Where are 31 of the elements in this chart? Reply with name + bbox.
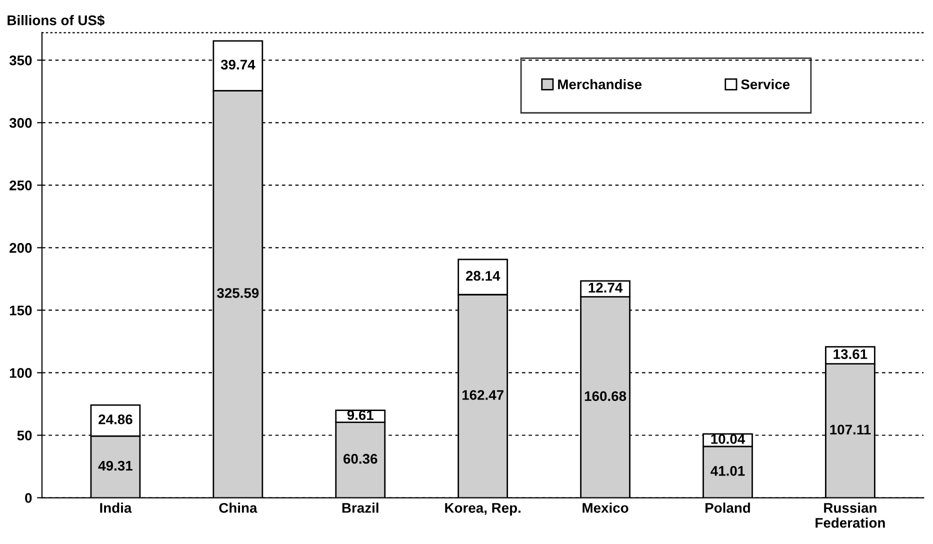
data-label: 160.68 (584, 391, 626, 402)
legend-label: Merchandise (558, 79, 642, 90)
x-tick-label: Brazil (342, 502, 378, 513)
y-tick-label: 250 (10, 180, 32, 190)
y-tick-label: 200 (10, 243, 32, 253)
data-label: 60.36 (344, 454, 378, 464)
data-label: 12.74 (588, 282, 623, 292)
y-tick-label: 0 (25, 493, 32, 503)
y-axis-title: Billions of US$ (8, 14, 105, 26)
x-tick-label: Russian Federation (816, 502, 885, 528)
x-tick-label: India (100, 502, 132, 513)
x-tick-label: Poland (706, 502, 750, 513)
data-label: 10.04 (711, 434, 746, 444)
data-label: 39.74 (220, 60, 256, 70)
x-tick-label: Korea, Rep. (445, 503, 520, 516)
x-tick-label: Mexico (582, 502, 628, 513)
data-label: 325.59 (216, 288, 259, 298)
legend-label: Service (741, 79, 790, 90)
data-label: 107.11 (830, 424, 871, 435)
y-tick-label: 50 (17, 430, 32, 440)
data-label: 162.47 (462, 390, 504, 400)
y-tick-label: 150 (10, 306, 32, 316)
data-label: 28.14 (466, 270, 500, 281)
y-tick-label: 350 (9, 55, 32, 66)
x-tick-label: China (219, 502, 258, 513)
data-label: 13.61 (834, 349, 868, 360)
data-label: 24.86 (98, 414, 132, 424)
y-tick-label: 300 (9, 118, 32, 128)
data-label: 49.31 (98, 460, 132, 471)
data-label: 41.01 (710, 466, 745, 476)
y-tick-label: 100 (10, 368, 32, 378)
